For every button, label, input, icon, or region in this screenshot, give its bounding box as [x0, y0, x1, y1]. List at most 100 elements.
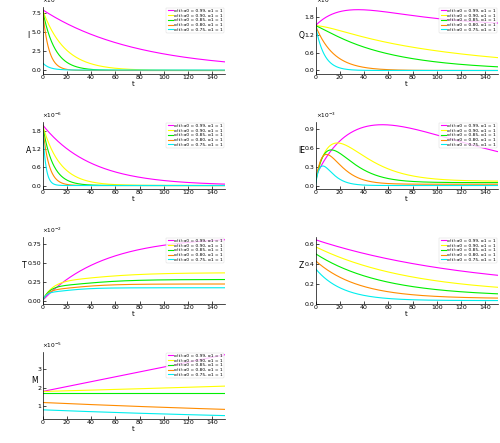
Line: α(t):α0 = 0.85, α1 = 1: α(t):α0 = 0.85, α1 = 1	[316, 150, 498, 183]
α(t):α0 = 0.75, α1 = 1	[399, 297, 405, 302]
α(t):α0 = 0.99, α1 = 1	[126, 44, 132, 49]
α(t):α0 = 0.75, α1 = 1	[494, 183, 500, 188]
Text: $\times10^{-5}$: $\times10^{-5}$	[42, 341, 62, 350]
α(t):α0 = 0.80, α1 = 1	[222, 68, 228, 73]
α(t):α0 = 0.90, α1 = 1	[462, 178, 468, 183]
α(t):α0 = 0.85, α1 = 1	[222, 277, 228, 282]
α(t):α0 = 0.99, α1 = 1	[126, 173, 132, 178]
Line: α(t):α0 = 0.75, α1 = 1: α(t):α0 = 0.75, α1 = 1	[42, 125, 224, 186]
Line: α(t):α0 = 0.99, α1 = 1: α(t):α0 = 0.99, α1 = 1	[42, 125, 224, 184]
Line: α(t):α0 = 0.90, α1 = 1: α(t):α0 = 0.90, α1 = 1	[316, 26, 498, 58]
Line: α(t):α0 = 0.90, α1 = 1: α(t):α0 = 0.90, α1 = 1	[42, 125, 224, 186]
Line: α(t):α0 = 0.90, α1 = 1: α(t):α0 = 0.90, α1 = 1	[316, 143, 498, 181]
α(t):α0 = 0.85, α1 = 1	[217, 68, 223, 73]
α(t):α0 = 0.85, α1 = 1	[217, 277, 223, 282]
α(t):α0 = 0.90, α1 = 1	[217, 384, 223, 389]
Line: α(t):α0 = 0.80, α1 = 1: α(t):α0 = 0.80, α1 = 1	[42, 284, 224, 300]
α(t):α0 = 0.75, α1 = 1	[421, 68, 427, 73]
α(t):α0 = 0.99, α1 = 1	[494, 149, 500, 154]
α(t):α0 = 0.85, α1 = 1	[148, 68, 154, 73]
α(t):α0 = 0.75, α1 = 1	[148, 183, 154, 188]
α(t):α0 = 0.99, α1 = 1	[217, 237, 223, 243]
α(t):α0 = 0.90, α1 = 1	[494, 55, 500, 60]
α(t):α0 = 0.90, α1 = 1	[411, 275, 417, 280]
α(t):α0 = 0.85, α1 = 1	[312, 180, 318, 185]
α(t):α0 = 0.90, α1 = 1	[222, 270, 228, 276]
α(t):α0 = 0.75, α1 = 1	[126, 285, 132, 291]
α(t):α0 = 0.80, α1 = 1	[148, 68, 154, 73]
α(t):α0 = 0.85, α1 = 1	[462, 62, 468, 67]
α(t):α0 = 0.85, α1 = 1	[494, 180, 500, 185]
X-axis label: t: t	[132, 427, 135, 432]
α(t):α0 = 0.85, α1 = 1	[400, 178, 406, 183]
α(t):α0 = 0.99, α1 = 1	[188, 55, 194, 61]
Y-axis label: A: A	[26, 146, 31, 155]
α(t):α0 = 0.75, α1 = 1	[138, 411, 144, 416]
α(t):α0 = 0.75, α1 = 1	[400, 183, 406, 188]
α(t):α0 = 0.99, α1 = 1	[127, 44, 133, 49]
α(t):α0 = 0.99, α1 = 1	[379, 122, 385, 128]
α(t):α0 = 0.75, α1 = 1	[127, 67, 133, 73]
α(t):α0 = 0.99, α1 = 1	[138, 369, 144, 374]
α(t):α0 = 0.80, α1 = 1	[412, 182, 418, 187]
α(t):α0 = 0.90, α1 = 1	[334, 140, 340, 146]
α(t):α0 = 0.80, α1 = 1	[399, 67, 405, 73]
α(t):α0 = 0.80, α1 = 1	[312, 23, 318, 28]
Legend: α(t):α0 = 0.99, α1 = 1, α(t):α0 = 0.90, α1 = 1, α(t):α0 = 0.85, α1 = 1, α(t):α0 : α(t):α0 = 0.99, α1 = 1, α(t):α0 = 0.90, …	[440, 8, 496, 33]
α(t):α0 = 0.75, α1 = 1	[222, 285, 228, 291]
α(t):α0 = 0.80, α1 = 1	[126, 404, 132, 409]
α(t):α0 = 0.99, α1 = 1	[412, 126, 418, 132]
Y-axis label: Q: Q	[298, 31, 304, 40]
α(t):α0 = 0.90, α1 = 1	[127, 183, 133, 188]
α(t):α0 = 0.99, α1 = 1	[188, 239, 194, 245]
α(t):α0 = 0.80, α1 = 1	[138, 68, 144, 73]
α(t):α0 = 0.85, α1 = 1	[399, 282, 405, 288]
Line: α(t):α0 = 0.90, α1 = 1: α(t):α0 = 0.90, α1 = 1	[42, 386, 224, 392]
α(t):α0 = 0.90, α1 = 1	[421, 276, 427, 282]
α(t):α0 = 0.75, α1 = 1	[188, 67, 194, 73]
α(t):α0 = 0.99, α1 = 1	[40, 298, 46, 303]
Line: α(t):α0 = 0.80, α1 = 1: α(t):α0 = 0.80, α1 = 1	[316, 155, 498, 184]
α(t):α0 = 0.90, α1 = 1	[411, 45, 417, 50]
α(t):α0 = 0.85, α1 = 1	[40, 391, 46, 396]
α(t):α0 = 0.80, α1 = 1	[40, 7, 46, 12]
α(t):α0 = 0.85, α1 = 1	[400, 282, 406, 288]
α(t):α0 = 0.75, α1 = 1	[312, 266, 318, 272]
α(t):α0 = 0.90, α1 = 1	[127, 272, 133, 278]
α(t):α0 = 0.90, α1 = 1	[312, 244, 318, 249]
α(t):α0 = 0.75, α1 = 1	[400, 68, 406, 73]
α(t):α0 = 0.85, α1 = 1	[138, 391, 144, 396]
α(t):α0 = 0.99, α1 = 1	[400, 124, 406, 129]
α(t):α0 = 0.75, α1 = 1	[217, 413, 223, 418]
α(t):α0 = 0.80, α1 = 1	[490, 295, 496, 301]
Y-axis label: T: T	[22, 261, 27, 270]
α(t):α0 = 0.85, α1 = 1	[222, 183, 228, 188]
α(t):α0 = 0.80, α1 = 1	[148, 183, 154, 188]
α(t):α0 = 0.75, α1 = 1	[490, 183, 496, 188]
α(t):α0 = 0.99, α1 = 1	[421, 14, 427, 19]
α(t):α0 = 0.80, α1 = 1	[188, 183, 194, 188]
α(t):α0 = 0.99, α1 = 1	[217, 59, 223, 64]
α(t):α0 = 0.75, α1 = 1	[188, 183, 194, 188]
α(t):α0 = 0.75, α1 = 1	[222, 413, 228, 418]
α(t):α0 = 0.75, α1 = 1	[222, 183, 228, 188]
α(t):α0 = 0.99, α1 = 1	[127, 371, 133, 377]
α(t):α0 = 0.80, α1 = 1	[138, 404, 144, 409]
α(t):α0 = 0.99, α1 = 1	[188, 359, 194, 364]
α(t):α0 = 0.85, α1 = 1	[412, 179, 418, 184]
α(t):α0 = 0.99, α1 = 1	[217, 181, 223, 187]
α(t):α0 = 0.85, α1 = 1	[126, 278, 132, 284]
α(t):α0 = 0.80, α1 = 1	[462, 182, 468, 187]
Line: α(t):α0 = 0.99, α1 = 1: α(t):α0 = 0.99, α1 = 1	[42, 355, 224, 392]
Legend: α(t):α0 = 0.99, α1 = 1, α(t):α0 = 0.90, α1 = 1, α(t):α0 = 0.85, α1 = 1, α(t):α0 : α(t):α0 = 0.99, α1 = 1, α(t):α0 = 0.90, …	[166, 237, 224, 263]
α(t):α0 = 0.80, α1 = 1	[127, 282, 133, 287]
α(t):α0 = 0.80, α1 = 1	[421, 182, 427, 187]
α(t):α0 = 0.75, α1 = 1	[138, 285, 144, 291]
α(t):α0 = 0.85, α1 = 1	[462, 289, 468, 295]
α(t):α0 = 0.90, α1 = 1	[462, 282, 468, 287]
α(t):α0 = 0.99, α1 = 1	[400, 12, 406, 17]
α(t):α0 = 0.99, α1 = 1	[490, 148, 496, 153]
Line: α(t):α0 = 0.90, α1 = 1: α(t):α0 = 0.90, α1 = 1	[42, 10, 224, 70]
α(t):α0 = 0.75, α1 = 1	[494, 298, 500, 303]
α(t):α0 = 0.99, α1 = 1	[312, 174, 318, 179]
